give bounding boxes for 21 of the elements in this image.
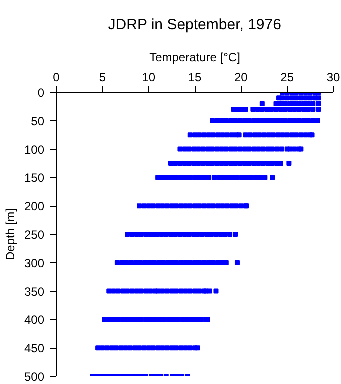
x-tick-label: 30 bbox=[326, 70, 340, 84]
y-tick-label: 200 bbox=[24, 200, 45, 214]
x-tick-label: 20 bbox=[234, 70, 248, 84]
y-tick-label: 500 bbox=[24, 370, 45, 384]
y-tick-label: 0 bbox=[38, 86, 45, 100]
y-tick-label: 150 bbox=[24, 171, 45, 186]
y-tick-label: 400 bbox=[24, 313, 45, 328]
y-tick-label: 450 bbox=[24, 342, 45, 356]
x-tick-label: 0 bbox=[53, 70, 60, 84]
x-axis-title: Temperature [°C] bbox=[150, 50, 240, 64]
y-tick-label: 250 bbox=[24, 228, 45, 242]
y-tick-label: 300 bbox=[24, 256, 45, 270]
chart-title: JDRP in September, 1976 bbox=[108, 16, 282, 34]
y-tick-label: 350 bbox=[24, 284, 45, 299]
y-axis-title: Depth [m] bbox=[3, 208, 18, 261]
x-tick-label: 15 bbox=[188, 70, 202, 84]
x-tick-label: 5 bbox=[99, 70, 106, 84]
y-tick-label: 50 bbox=[31, 114, 45, 128]
x-tick-label: 25 bbox=[280, 70, 294, 84]
x-tick-label: 10 bbox=[142, 70, 156, 84]
y-tick-label: 100 bbox=[24, 142, 45, 157]
